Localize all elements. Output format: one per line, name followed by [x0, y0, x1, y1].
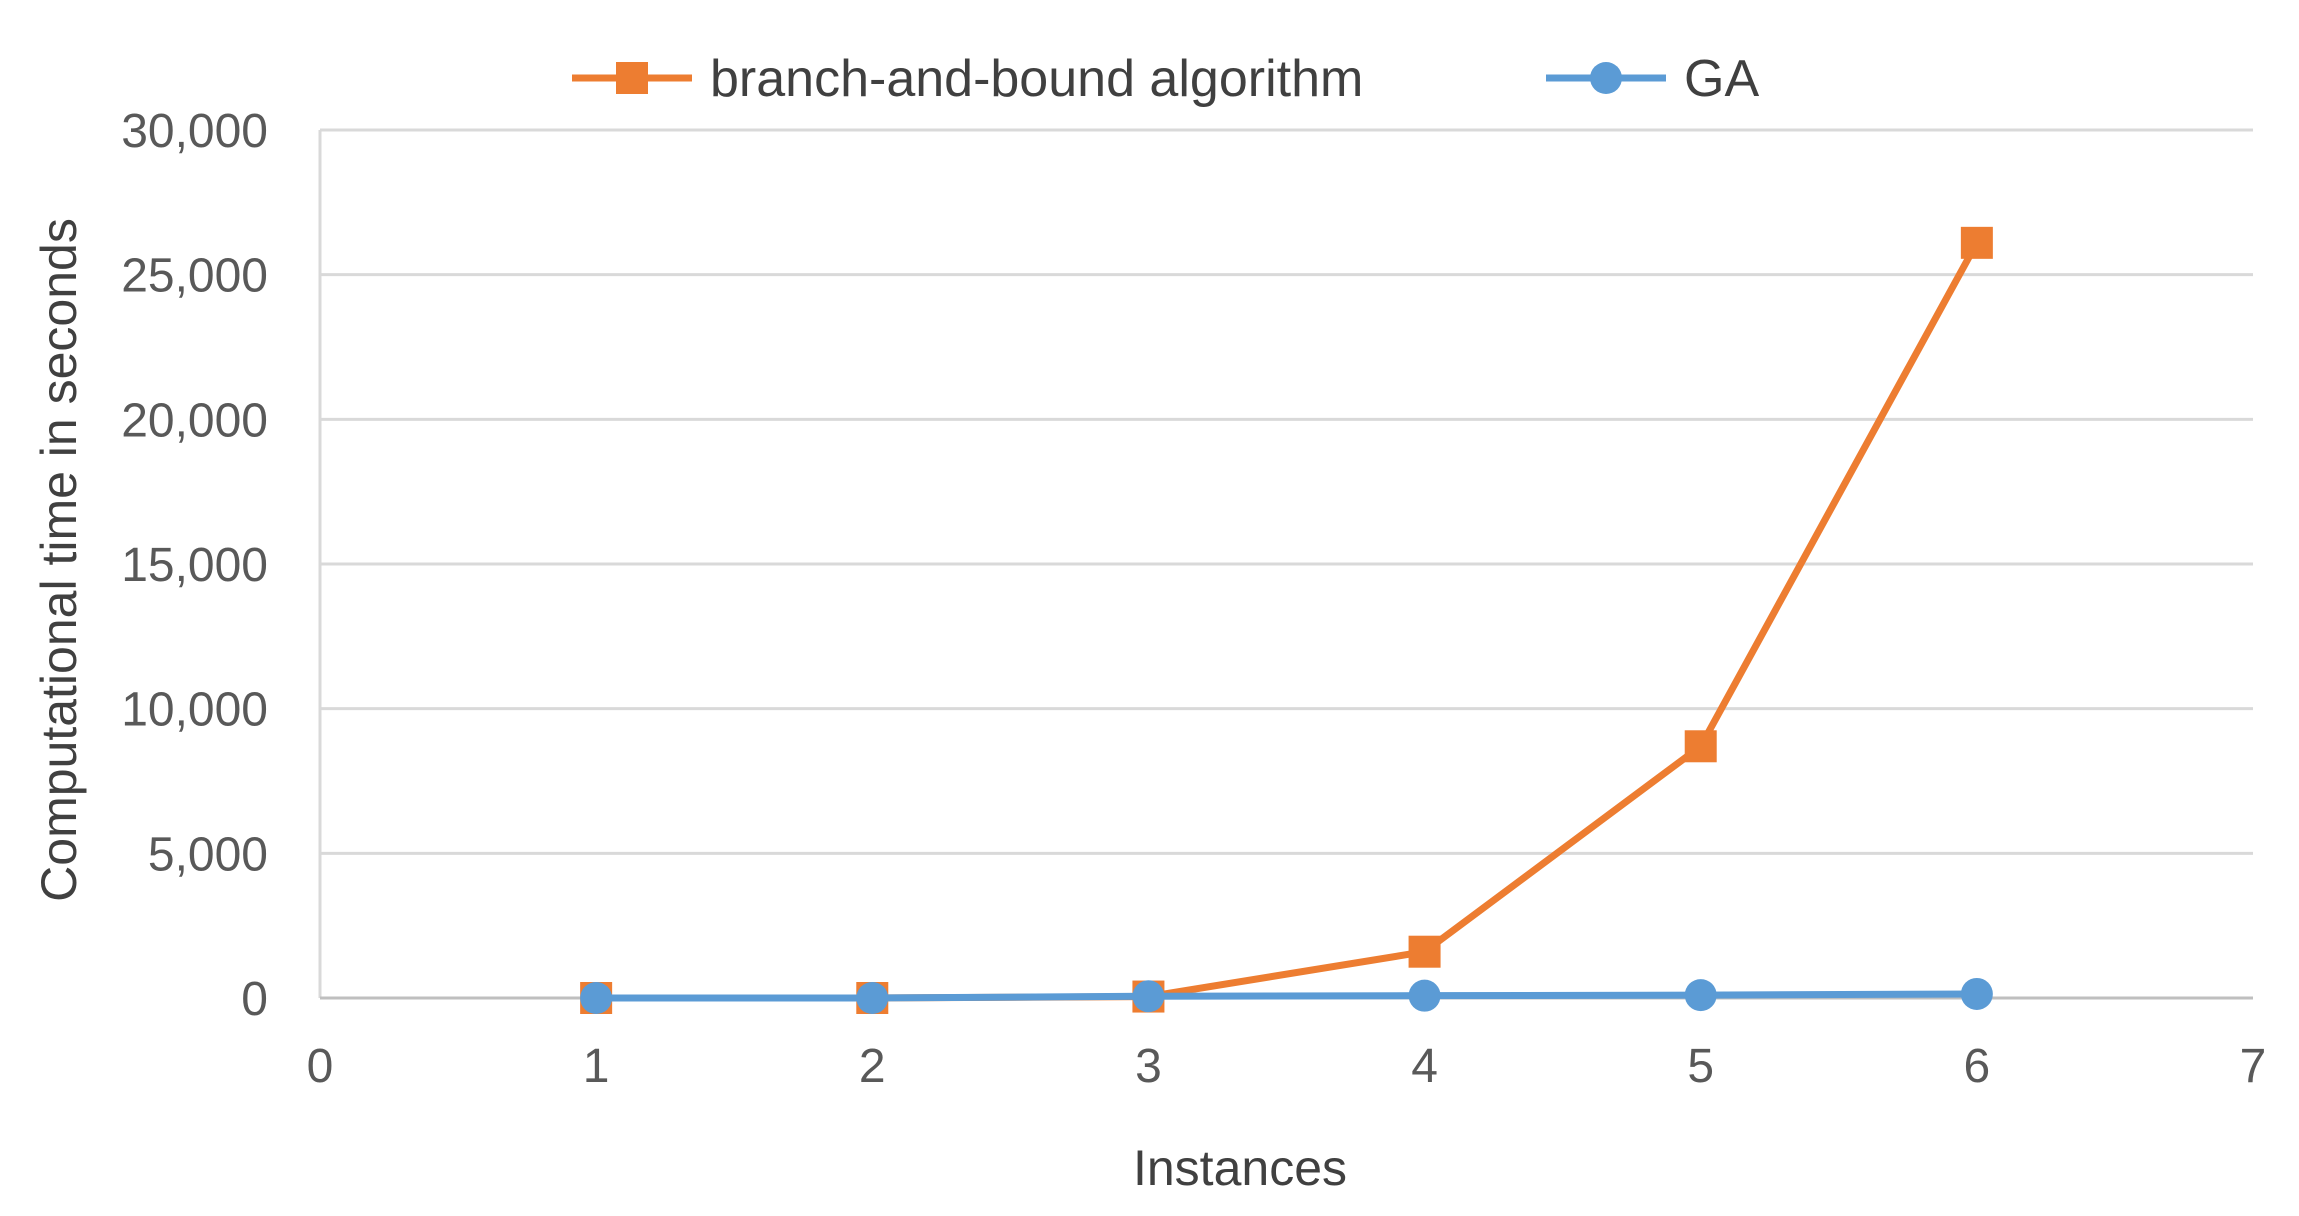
series-ga — [580, 977, 1993, 1014]
legend-label-ga: GA — [1684, 50, 1759, 108]
series — [580, 226, 1993, 1014]
y-tick-label: 20,000 — [121, 394, 268, 447]
data-point-ga — [580, 982, 613, 1014]
series-line-branch-and-bound — [596, 241, 1980, 1002]
data-point-ga — [1960, 977, 1993, 1010]
y-tick-label: 30,000 — [121, 105, 268, 158]
x-tick-label: 2 — [859, 1040, 886, 1093]
axes: 0 5,000 10,000 15,000 20,000 25,000 30,000 0 1 2 3… — [121, 105, 2266, 1093]
legend-item-branch-and-bound: branch-and-bound algorithm — [572, 50, 1363, 108]
series-line-ga — [596, 990, 1977, 1002]
x-tick-label: 6 — [1964, 1040, 1991, 1093]
data-point-ga — [856, 982, 889, 1014]
legend-marker-ga — [1590, 62, 1622, 94]
y-tick-label: 15,000 — [121, 539, 268, 592]
x-axis-title: Instances — [1133, 1140, 1347, 1196]
y-axis-title: Computational time in seconds — [31, 218, 87, 902]
legend-label-branch-and-bound: branch-and-bound algorithm — [710, 50, 1363, 108]
legend-item-ga: GA — [1546, 50, 1759, 108]
y-tick-label: 25,000 — [121, 250, 268, 303]
data-point-branch-and-bound — [1960, 226, 1993, 259]
x-tick-label: 5 — [1687, 1040, 1714, 1093]
y-tick-label: 0 — [241, 973, 268, 1026]
data-point-branch-and-bound — [1684, 730, 1717, 763]
series-branch-and-bound — [580, 226, 1993, 1014]
y-tick-label: 5,000 — [148, 828, 268, 881]
y-tick-label: 10,000 — [121, 684, 268, 737]
legend: branch-and-bound algorithm GA — [572, 50, 1759, 108]
legend-marker-branch-and-bound — [616, 62, 648, 94]
x-tick-label: 0 — [307, 1040, 334, 1093]
x-tick-label: 3 — [1135, 1040, 1162, 1093]
data-point-ga — [1132, 980, 1165, 1013]
x-tick-label: 7 — [2240, 1040, 2267, 1093]
gridlines — [318, 128, 2253, 998]
x-tick-label: 4 — [1411, 1040, 1438, 1093]
x-tick-label: 1 — [583, 1040, 610, 1093]
data-point-ga — [1408, 979, 1441, 1012]
data-point-ga — [1684, 979, 1717, 1012]
data-point-branch-and-bound — [1408, 935, 1441, 968]
